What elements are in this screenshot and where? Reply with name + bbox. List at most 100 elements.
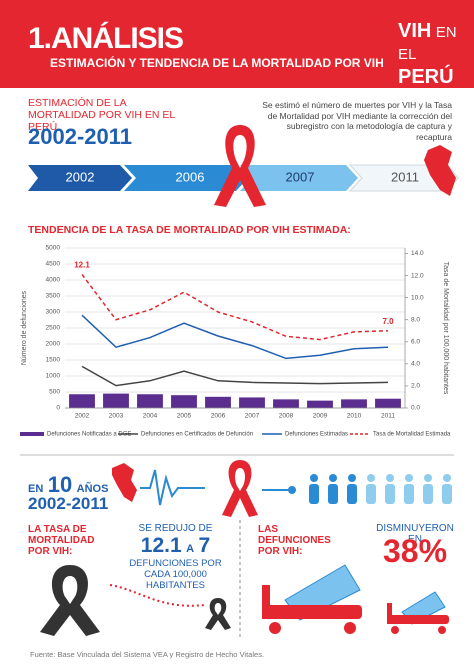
value-label: 7.0 — [382, 317, 394, 326]
y-tick-label: 1000 — [46, 373, 61, 380]
person-body — [328, 484, 338, 504]
person-head — [329, 474, 337, 482]
intro-period: 2002-2011 — [28, 124, 132, 149]
deaths-title: LAS DEFUNCIONES POR VIH: — [258, 524, 331, 557]
person-body — [385, 484, 395, 504]
x-tick-label: 2005 — [177, 413, 192, 420]
line — [81, 314, 389, 360]
y2-tick-label: 14.0 — [411, 250, 424, 257]
person-body — [309, 484, 319, 504]
y-tick-label: 5000 — [46, 245, 61, 252]
years-unit: AÑOS — [76, 483, 109, 495]
bed-head — [262, 585, 270, 619]
bar — [69, 394, 95, 408]
rate-to: 7 — [198, 534, 211, 557]
people-dark — [309, 474, 357, 504]
timeline-arrow — [28, 165, 132, 191]
y-tick-label: 500 — [49, 389, 60, 396]
y-tick-label: 2000 — [46, 341, 61, 348]
red-ribbon — [222, 460, 258, 517]
y-tick-label: 1500 — [46, 357, 61, 364]
logo-word: PERÚ — [398, 66, 454, 88]
logo-word: VIH — [398, 20, 432, 42]
x-tick-label: 2002 — [75, 413, 90, 420]
bed-wheel — [269, 622, 281, 634]
bed-frame — [262, 605, 362, 619]
logo-word: EN — [435, 24, 457, 41]
y2-tick-label: 12.0 — [411, 272, 424, 279]
x-tick-label: 2004 — [143, 413, 158, 420]
person-head — [386, 474, 394, 482]
timeline-arrow — [124, 165, 248, 191]
legend-label: Tasa de Mortalidad Estimada — [373, 432, 451, 438]
bed-wheel — [438, 626, 446, 634]
summary-period: 2002-2011 — [28, 494, 109, 513]
chart-title: TENDENCIA DE LA TASA DE MORTALIDAD POR V… — [28, 224, 351, 236]
y2-axis-label: Tasa de Mortalidad por 100,000 habitante… — [442, 262, 449, 395]
person-body — [423, 484, 433, 504]
hospital-bed — [262, 564, 362, 634]
line — [81, 365, 389, 387]
bar — [171, 395, 197, 408]
people-icons — [309, 474, 452, 504]
line — [81, 274, 389, 341]
chart: TENDENCIA DE LA TASA DE MORTALIDAD POR V… — [20, 224, 451, 438]
rate-unit: DEFUNCIONES POR CADA 100,000 HABITANTES — [129, 558, 222, 591]
red-ribbon — [214, 125, 266, 207]
timeline-arrow — [240, 165, 358, 191]
bar — [137, 394, 163, 408]
y2-tick-label: 4.0 — [411, 361, 420, 368]
rate-change: 12.1 A 7 — [118, 534, 233, 558]
y2-tick-label: 8.0 — [411, 316, 420, 323]
timeline-year: 2006 — [176, 169, 205, 184]
page-subtitle: ESTIMACIÓN Y TENDENCIA DE LA MORTALIDAD … — [50, 56, 384, 70]
rate-from: 12.1 — [140, 534, 182, 557]
logo-word: EL — [398, 46, 417, 63]
bar — [205, 396, 231, 408]
bar — [273, 399, 299, 408]
legend-label: Defunciones en Certificados de Defunción — [141, 432, 253, 438]
person-head — [348, 474, 356, 482]
peru-map — [424, 145, 456, 196]
bar — [375, 398, 401, 408]
person-head — [424, 474, 432, 482]
y-tick-label: 4500 — [46, 261, 61, 268]
y2-tick-label: 6.0 — [411, 339, 420, 346]
person-body — [366, 484, 376, 504]
x-tick-label: 2006 — [211, 413, 226, 420]
en: EN — [28, 483, 44, 495]
person-head — [405, 474, 413, 482]
person-head — [310, 474, 318, 482]
rate-a: A — [186, 543, 195, 555]
person-body — [404, 484, 414, 504]
deaths-pre: DISMINUYERON EN — [376, 523, 454, 545]
bed-wheel — [344, 622, 356, 634]
heartbeat — [140, 469, 205, 506]
y2-tick-label: 10.0 — [411, 294, 424, 301]
x-tick-label: 2010 — [347, 413, 362, 420]
y-tick-label: 3500 — [46, 293, 61, 300]
timeline-year: 2007 — [286, 169, 315, 184]
intro-heading: ESTIMACIÓN DE LA MORTALIDAD POR VIH EN E… — [28, 97, 175, 133]
bed-frame — [387, 615, 449, 624]
deaths-value: 38% — [382, 533, 448, 569]
hospital-bed-small — [387, 591, 449, 634]
summary-years: EN 10 AÑOS — [28, 472, 108, 498]
x-tick-label: 2008 — [279, 413, 294, 420]
x-tick-label: 2009 — [313, 413, 328, 420]
person-head — [367, 474, 375, 482]
page-title: 1.ANÁLISIS — [28, 22, 184, 55]
logo: VIH EN EL PERÚ — [398, 20, 474, 90]
x-tick-label: 2003 — [109, 413, 124, 420]
years-number: 10 — [47, 472, 73, 497]
timeline-year: 2002 — [66, 169, 95, 184]
black-ribbon — [40, 565, 100, 636]
bed-wheel — [391, 626, 399, 634]
peru-map — [112, 463, 137, 502]
connector-dot — [288, 486, 296, 494]
x-tick-label: 2007 — [245, 413, 260, 420]
timeline-year: 2011 — [391, 169, 419, 184]
y-tick-label: 3000 — [46, 309, 61, 316]
